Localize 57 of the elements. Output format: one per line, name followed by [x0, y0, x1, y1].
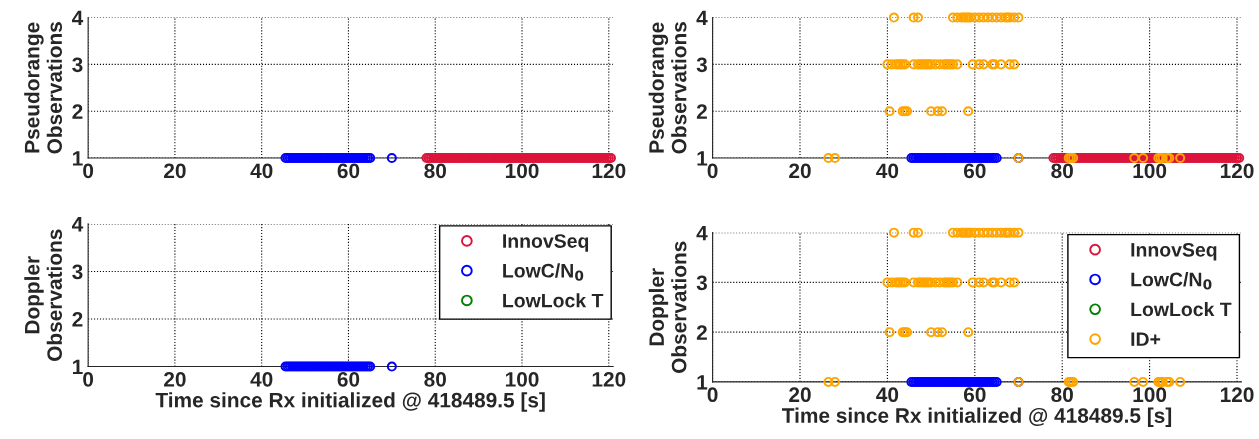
x-tick-label: 120 — [592, 163, 626, 179]
y-tick-label: 2 — [72, 104, 83, 119]
x-axis-title: Time since Rx initialized @ 418489.5 [s] — [781, 407, 1172, 428]
y-tick-label: 1 — [697, 375, 708, 390]
y-axis-title: Pseudorange Observations — [24, 22, 63, 154]
y-tick-label: 2 — [72, 312, 83, 327]
x-tick-label: 40 — [876, 387, 899, 403]
x-tick-label: 40 — [250, 371, 273, 387]
x-tick-label: 20 — [164, 371, 186, 387]
x-tick-label: 80 — [424, 163, 446, 179]
x-tick-label: 60 — [963, 387, 986, 403]
legend-label: LowLock T — [1131, 301, 1232, 317]
legend-label: InnovSeq — [503, 234, 589, 252]
legend-label: LowC/N$_{0}$ — [1131, 272, 1212, 290]
x-tick-label: 60 — [963, 163, 986, 179]
y-axis-title: Doppler Observations — [24, 229, 63, 361]
x-tick-label: 60 — [337, 163, 360, 179]
y-tick-label: 3 — [72, 57, 83, 73]
x-tick-label: 120 — [1220, 163, 1254, 179]
x-tick-label: 0 — [83, 371, 94, 387]
y-tick-label: 4 — [696, 10, 708, 26]
x-tick-label: 120 — [592, 371, 626, 387]
x-tick-label: 100 — [505, 163, 539, 179]
y-tick-label: 1 — [697, 151, 708, 166]
y-tick-label: 1 — [73, 151, 83, 166]
x-tick-label: 40 — [876, 163, 899, 179]
x-tick-label: 100 — [1133, 387, 1167, 403]
y-tick-label: 2 — [696, 325, 707, 340]
legend-label: LowLock T — [503, 293, 604, 308]
x-tick-label: 60 — [337, 371, 360, 387]
x-tick-label: 80 — [1051, 163, 1073, 179]
x-axis-title: Time since Rx initialized @ 418489.5 [s] — [155, 392, 545, 412]
y-tick-label: 4 — [72, 217, 84, 232]
y-axis-title: Pseudorange Observations — [648, 22, 687, 154]
y-tick-label: 1 — [73, 359, 83, 375]
x-tick-label: 100 — [1133, 163, 1167, 179]
y-tick-label: 3 — [72, 264, 83, 280]
x-tick-label: 20 — [789, 163, 811, 179]
x-tick-label: 0 — [707, 387, 718, 403]
x-tick-label: 40 — [250, 163, 273, 179]
x-tick-label: 120 — [1220, 387, 1254, 403]
legend-label: ID+ — [1131, 332, 1161, 346]
legend-label: LowC/N$_{0}$ — [503, 263, 584, 281]
y-tick-label: 4 — [72, 10, 84, 26]
x-tick-label: 80 — [1051, 387, 1073, 403]
y-tick-label: 3 — [696, 275, 707, 291]
x-tick-label: 80 — [424, 371, 446, 387]
y-tick-label: 4 — [696, 225, 708, 241]
y-tick-label: 2 — [696, 104, 707, 119]
x-tick-label: 0 — [83, 163, 94, 179]
y-axis-title: Doppler Observations — [648, 241, 687, 374]
legend-label: InnovSeq — [1131, 242, 1217, 261]
x-tick-label: 20 — [789, 387, 811, 403]
x-tick-label: 0 — [707, 163, 718, 179]
x-tick-label: 100 — [505, 371, 539, 387]
x-tick-label: 20 — [164, 163, 186, 179]
y-tick-label: 3 — [696, 57, 707, 73]
